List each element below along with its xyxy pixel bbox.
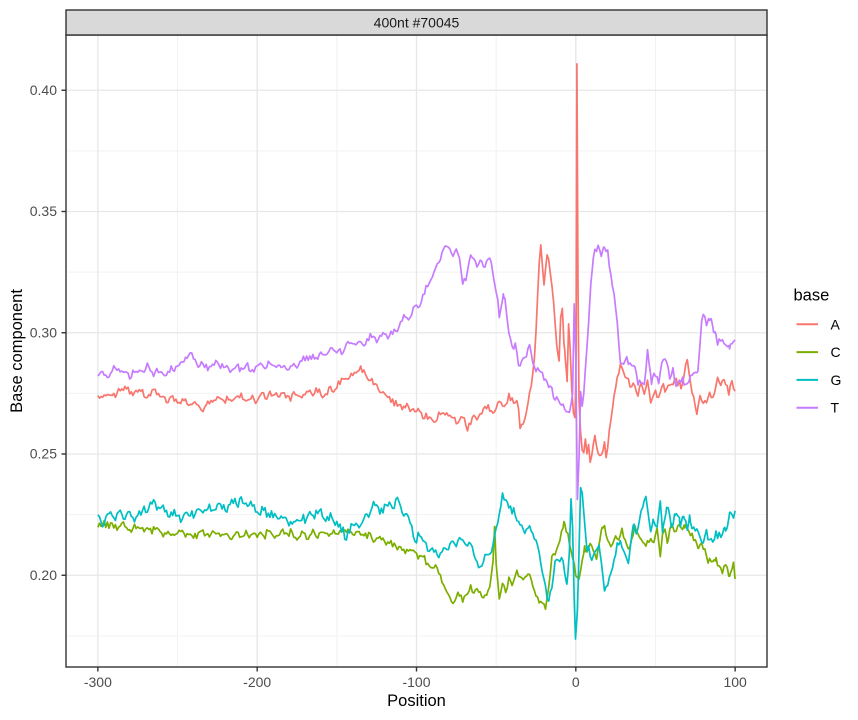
svg-text:-200: -200 — [243, 674, 271, 690]
svg-text:0.30: 0.30 — [30, 324, 57, 340]
svg-text:0.35: 0.35 — [30, 203, 57, 219]
svg-text:0.40: 0.40 — [30, 82, 57, 98]
svg-text:T: T — [831, 400, 840, 416]
svg-text:-300: -300 — [84, 674, 112, 690]
svg-text:0: 0 — [572, 674, 580, 690]
svg-text:400nt #70045: 400nt #70045 — [374, 15, 460, 31]
svg-text:0.20: 0.20 — [30, 567, 57, 583]
svg-text:G: G — [831, 372, 842, 388]
svg-text:A: A — [831, 316, 841, 332]
svg-text:C: C — [831, 344, 841, 360]
svg-text:0.25: 0.25 — [30, 446, 57, 462]
svg-text:100: 100 — [723, 674, 747, 690]
svg-text:base: base — [794, 287, 830, 305]
svg-text:-100: -100 — [402, 674, 430, 690]
svg-text:Position: Position — [387, 692, 446, 710]
svg-text:Base component: Base component — [8, 289, 26, 413]
